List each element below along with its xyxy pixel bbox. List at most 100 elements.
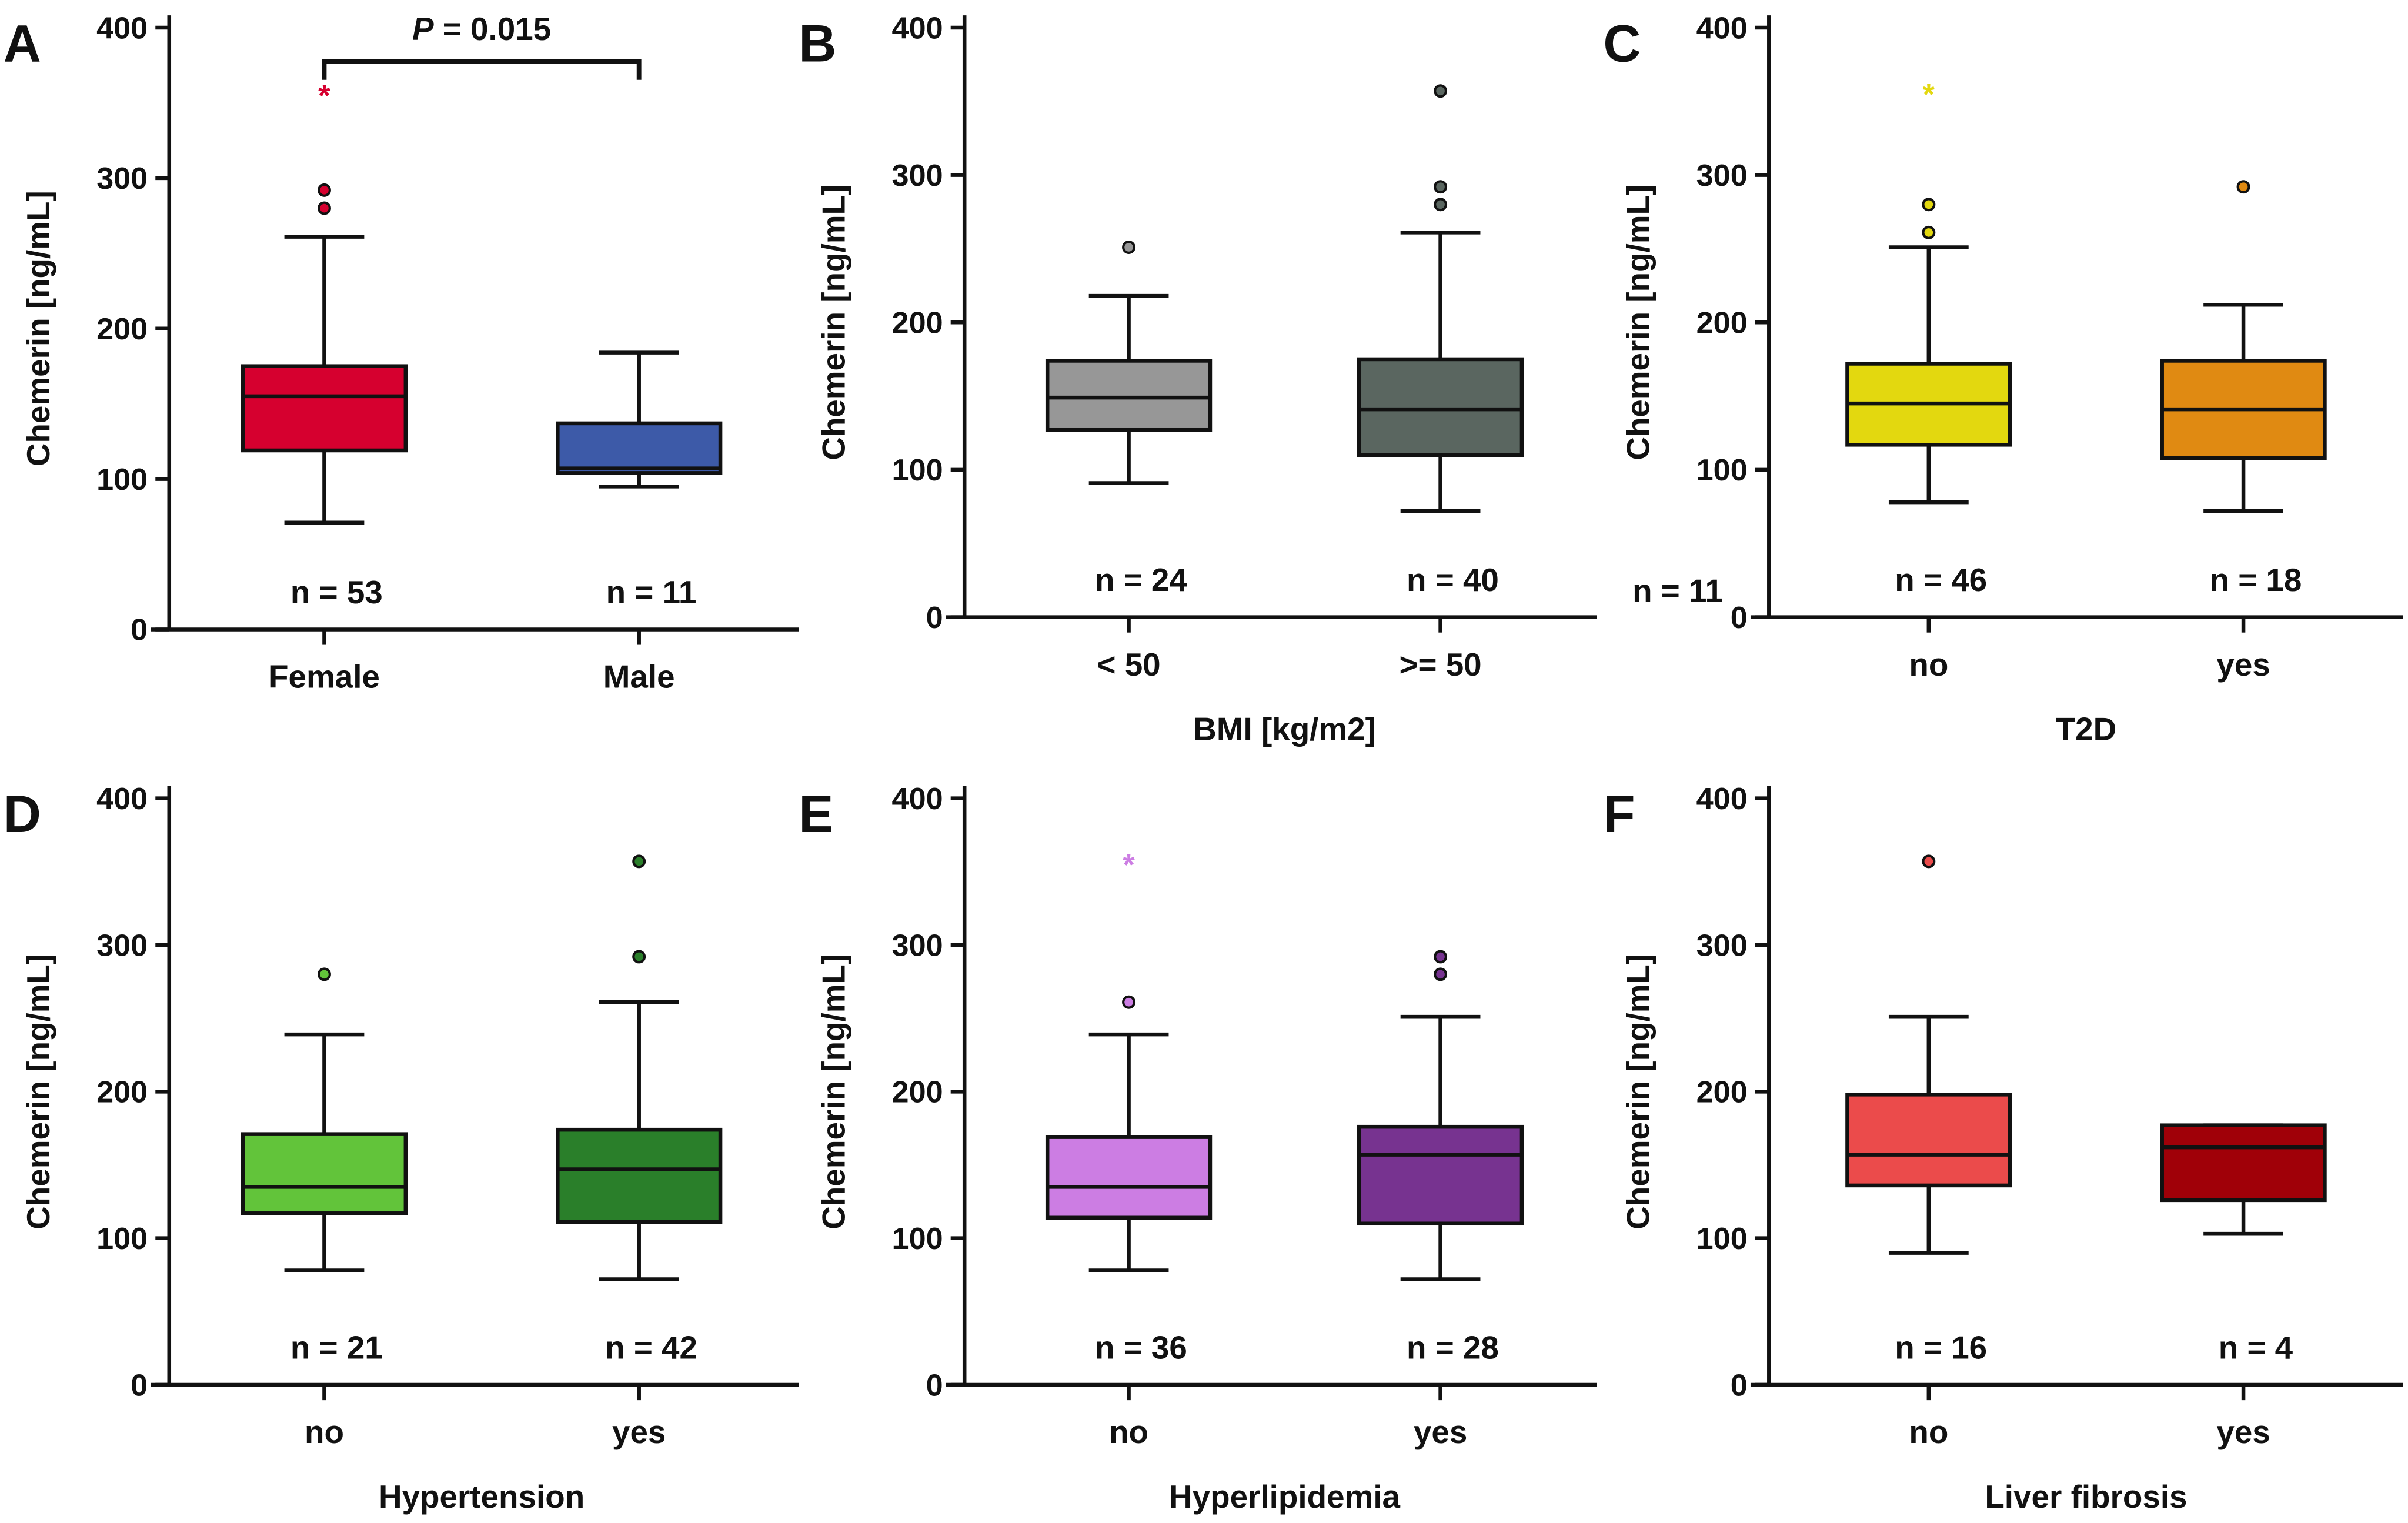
x-tick-label: >= 50 bbox=[1399, 646, 1481, 683]
outlier-point bbox=[1434, 950, 1448, 964]
y-axis-label: Chemerin [ng/mL] bbox=[20, 191, 56, 466]
y-tick-label: 200 bbox=[1696, 306, 1748, 340]
box-group-1: Male n = 11 bbox=[556, 350, 723, 695]
y-tick-label: 300 bbox=[892, 929, 943, 963]
y-tick-label: 100 bbox=[892, 453, 943, 487]
outlier-point bbox=[1122, 995, 1136, 1009]
y-tick-label: 0 bbox=[1731, 601, 1748, 635]
box-group-1: yes n = 4 bbox=[2160, 1123, 2327, 1450]
n-label: n = 11 bbox=[606, 574, 697, 610]
y-tick-label: 100 bbox=[1696, 453, 1748, 487]
n-label: n = 53 bbox=[290, 574, 383, 610]
panel-c: C 0 100 200 300 400 Chemerin [ng/mL] T2D n = 11 n… bbox=[1603, 11, 2403, 747]
y-tick-label: 200 bbox=[892, 306, 943, 340]
panel-d: D 0 100 200 300 400 Chemerin [ng/mL] Hypertensi… bbox=[4, 782, 799, 1515]
y-tick-label: 0 bbox=[926, 601, 943, 635]
y-axis-label: Chemerin [ng/mL] bbox=[20, 954, 56, 1230]
y-tick-label: 0 bbox=[131, 1368, 148, 1402]
y-tick-label: 400 bbox=[96, 11, 148, 45]
y-axis-label: Chemerin [ng/mL] bbox=[1620, 185, 1656, 460]
outlier-point bbox=[1434, 84, 1448, 98]
box bbox=[556, 1127, 723, 1224]
box bbox=[1357, 357, 1524, 457]
y-tick-label: 200 bbox=[892, 1076, 943, 1110]
panel-letter: F bbox=[1603, 785, 1635, 843]
y-tick-label: 200 bbox=[1696, 1076, 1748, 1110]
y-tick-label: 100 bbox=[1696, 1222, 1748, 1256]
box-group-0: Female n = 53 * bbox=[241, 79, 408, 695]
x-tick-label: no bbox=[1109, 1414, 1148, 1450]
y-axis-label: Chemerin [ng/mL] bbox=[1620, 954, 1656, 1230]
x-tick-label: no bbox=[1909, 646, 1948, 683]
box bbox=[241, 364, 408, 453]
outlier-point bbox=[2236, 180, 2250, 194]
outlier-point bbox=[632, 950, 646, 964]
y-tick-label: 100 bbox=[96, 1222, 148, 1256]
box-group-0: no n = 21 bbox=[241, 967, 408, 1450]
outlier-point bbox=[317, 201, 331, 215]
y-tick-label: 300 bbox=[96, 162, 148, 196]
x-tick-label: yes bbox=[612, 1414, 666, 1450]
y-tick-label: 100 bbox=[892, 1222, 943, 1256]
panel-letter: E bbox=[799, 785, 833, 843]
y-tick-label: 300 bbox=[1696, 929, 1748, 963]
panel-e: E 0 100 200 300 400 Chemerin [ng/mL] Hyperlipid… bbox=[799, 782, 1597, 1515]
extreme-star: * bbox=[1923, 78, 1935, 112]
x-tick-label: Male bbox=[603, 659, 675, 695]
n-label: n = 40 bbox=[1407, 562, 1499, 598]
y-tick-label: 200 bbox=[96, 1076, 148, 1110]
n-label: n = 42 bbox=[605, 1330, 697, 1366]
y-tick-label: 400 bbox=[892, 782, 943, 816]
box bbox=[1357, 1124, 1524, 1226]
x-axis-label: Liver fibrosis bbox=[1985, 1478, 2187, 1515]
box-group-0: no n = 36 * bbox=[1045, 848, 1213, 1450]
outlier-point bbox=[1122, 240, 1136, 254]
panel-letter: A bbox=[4, 14, 41, 72]
box-group-0: no n = 46 * bbox=[1845, 78, 2012, 683]
x-tick-label: no bbox=[1909, 1414, 1948, 1450]
y-tick-label: 300 bbox=[1696, 159, 1748, 193]
outlier-point bbox=[1922, 225, 1936, 239]
box-group-1: yes n = 28 bbox=[1357, 950, 1524, 1450]
y-tick-label: 0 bbox=[926, 1368, 943, 1402]
panel-letter: D bbox=[4, 785, 41, 843]
x-tick-label: yes bbox=[2216, 1414, 2270, 1450]
x-axis-label: Hyperlipidemia bbox=[1169, 1478, 1400, 1515]
stray-n-label: n = 11 bbox=[1632, 572, 1723, 609]
extreme-star: * bbox=[1123, 848, 1135, 882]
box-group-1: yes n = 42 bbox=[556, 854, 723, 1450]
panel-b: B 0 100 200 300 400 Chemerin [ng/mL] BMI [kg/m2… bbox=[799, 11, 1597, 747]
outlier-point bbox=[317, 183, 331, 197]
n-label: n = 46 bbox=[1895, 562, 1987, 598]
n-label: n = 28 bbox=[1407, 1330, 1499, 1366]
x-axis-label: Hypertension bbox=[379, 1478, 585, 1515]
n-label: n = 21 bbox=[290, 1330, 383, 1366]
box bbox=[556, 421, 723, 475]
box-group-0: no n = 16 bbox=[1845, 854, 2012, 1450]
y-tick-label: 400 bbox=[1696, 11, 1748, 45]
p-value: = 0.015 bbox=[434, 11, 552, 47]
n-label: n = 4 bbox=[2219, 1330, 2293, 1366]
box bbox=[1045, 1135, 1213, 1220]
y-tick-label: 0 bbox=[1731, 1368, 1748, 1402]
panel-a: A 0 100 200 300 400 Chemerin [ng/mL] Female n = … bbox=[4, 11, 799, 695]
y-tick-label: 400 bbox=[1696, 782, 1748, 816]
y-tick-label: 0 bbox=[131, 613, 148, 647]
p-symbol: P bbox=[412, 11, 434, 47]
significance-bracket bbox=[322, 59, 642, 80]
box bbox=[2160, 1123, 2327, 1203]
n-label: n = 36 bbox=[1095, 1330, 1187, 1366]
box-group-1: yes n = 18 bbox=[2160, 180, 2327, 683]
y-axis-label: Chemerin [ng/mL] bbox=[816, 185, 852, 460]
panel-f: F 0 100 200 300 400 Chemerin [ng/mL] Liver fibr… bbox=[1603, 782, 2403, 1515]
p-value-label: P = 0.015 bbox=[412, 11, 551, 47]
outlier-point bbox=[317, 967, 331, 981]
outlier-point bbox=[1434, 180, 1448, 194]
panel-letter: B bbox=[799, 14, 836, 72]
panel-letter: C bbox=[1603, 14, 1641, 72]
y-tick-label: 200 bbox=[96, 312, 148, 346]
x-axis-label: BMI [kg/m2] bbox=[1193, 710, 1376, 747]
box-group-1: >= 50 n = 40 bbox=[1357, 84, 1524, 683]
box-group-0: < 50 n = 24 bbox=[1045, 240, 1213, 683]
box bbox=[241, 1132, 408, 1215]
